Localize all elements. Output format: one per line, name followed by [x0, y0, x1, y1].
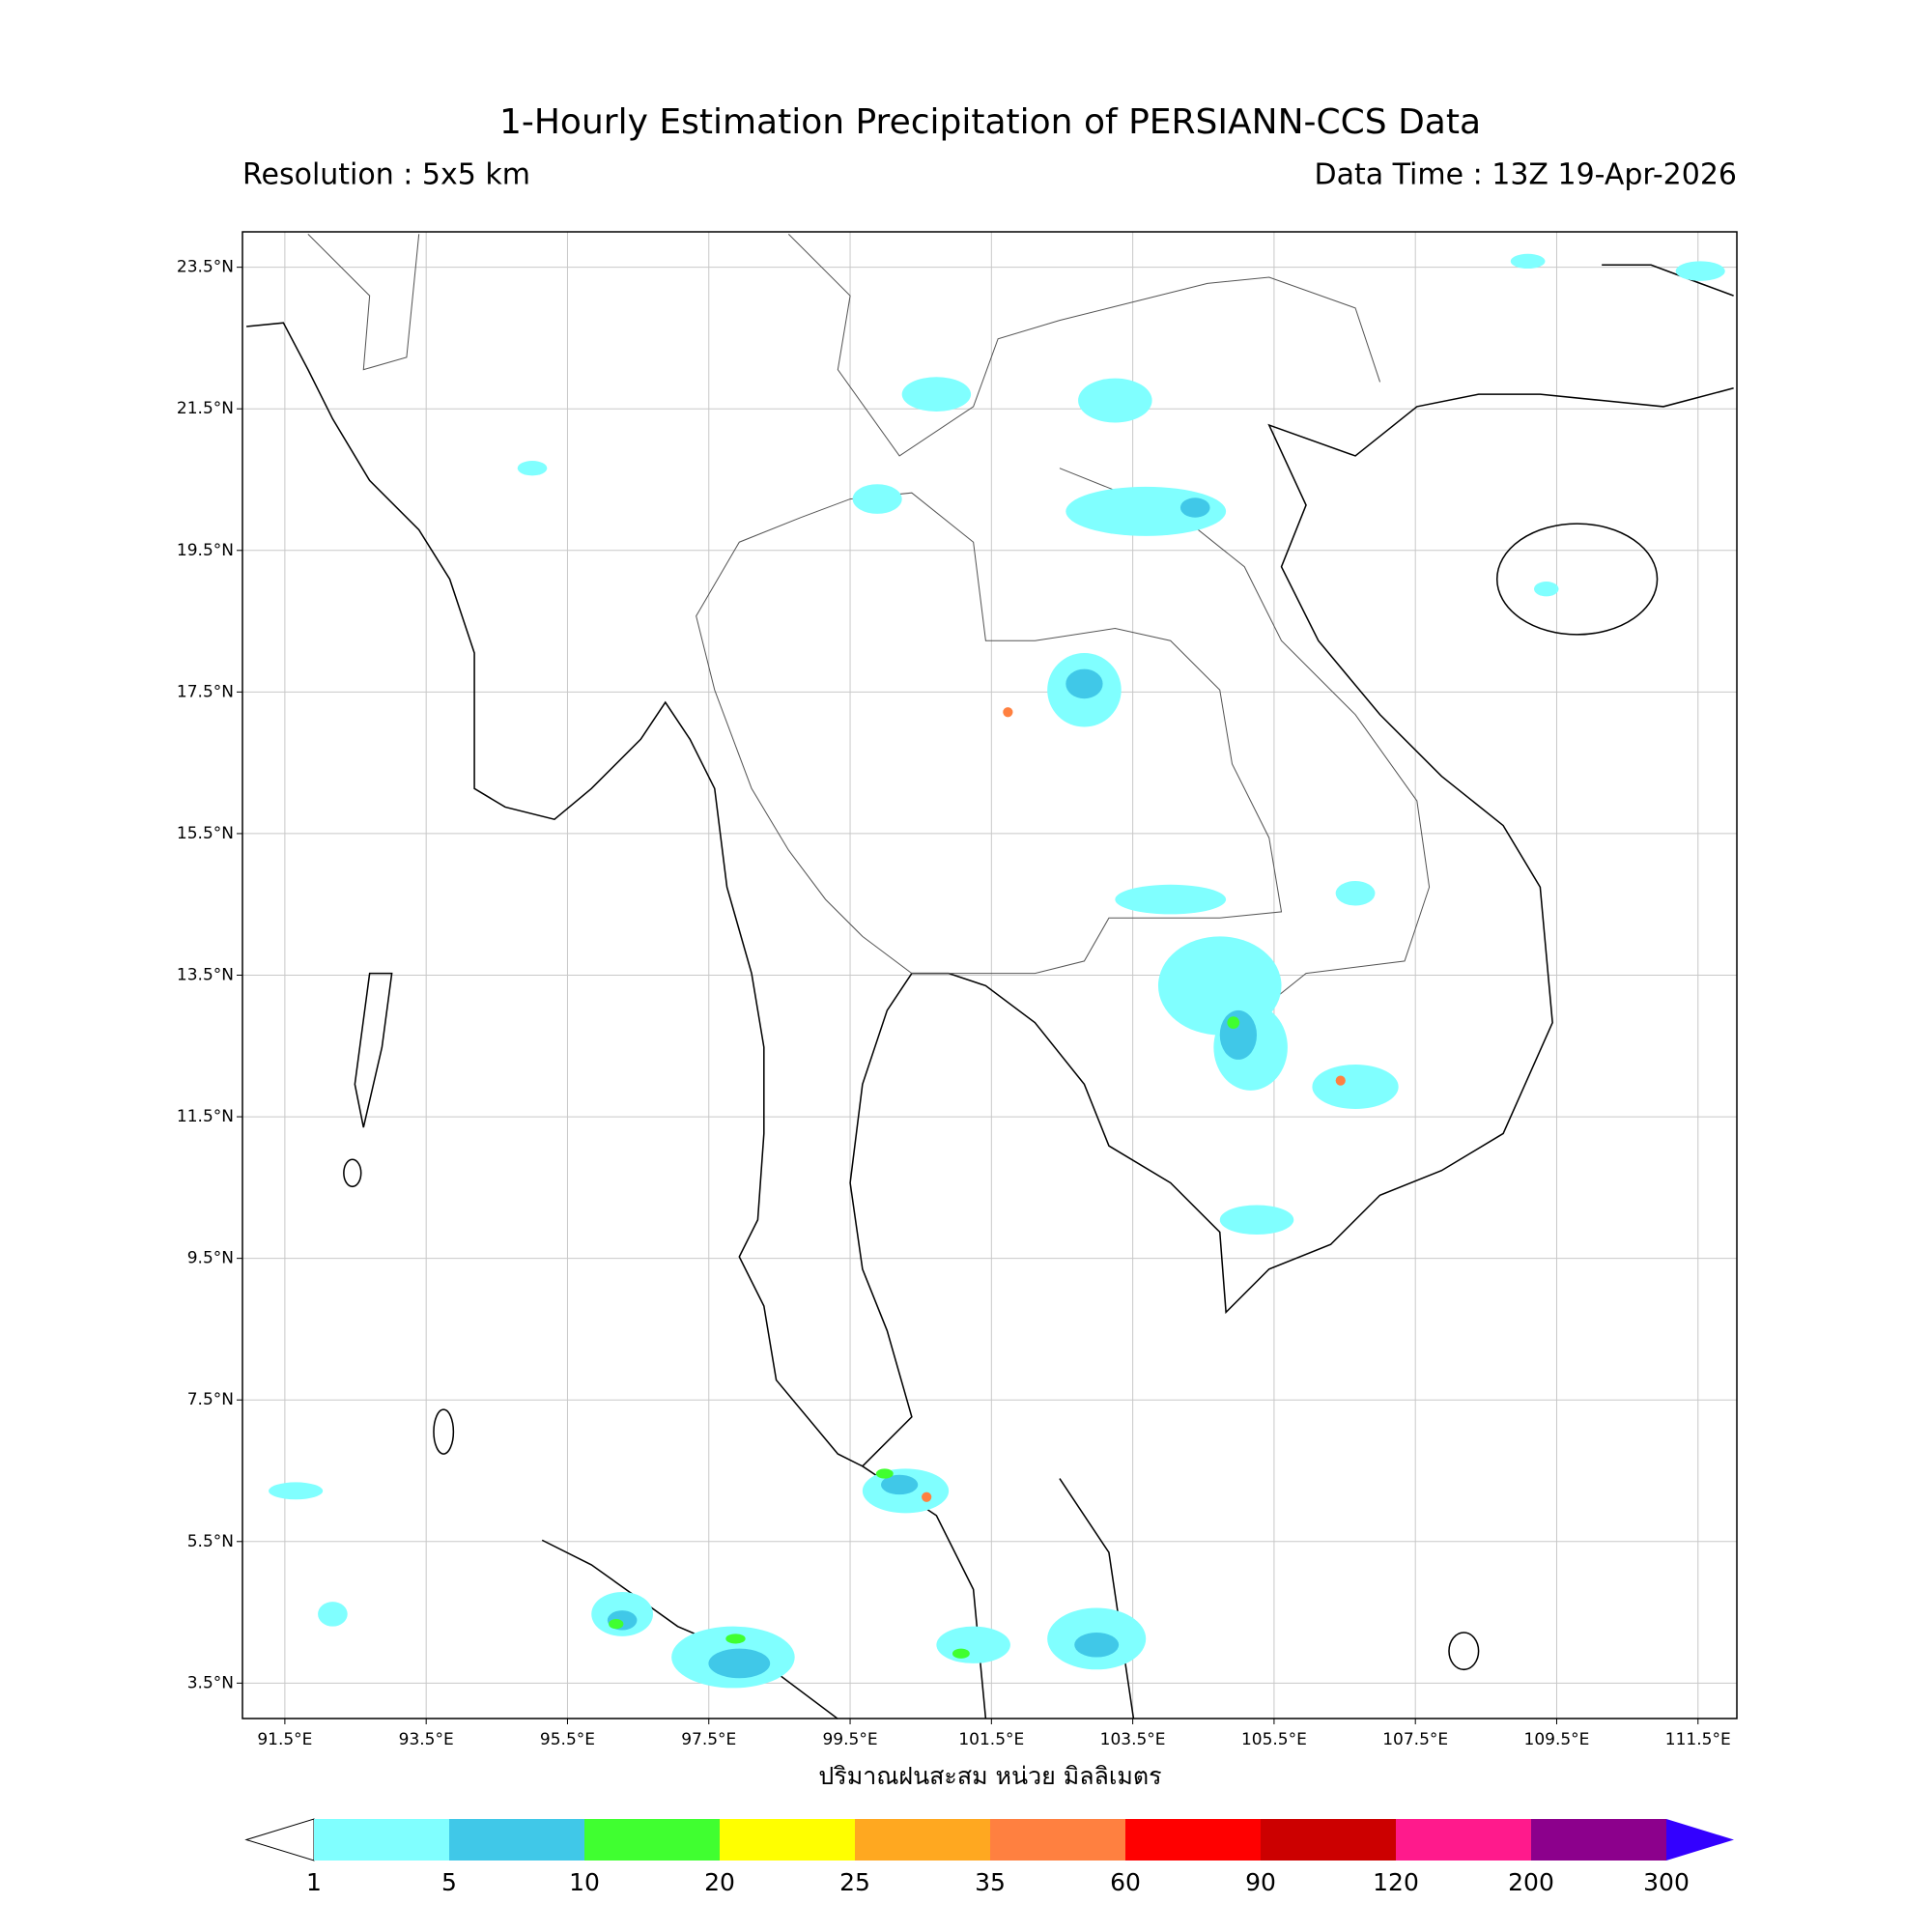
x-tick-label: 95.5°E	[540, 1730, 595, 1749]
colorbar-segment	[1261, 1819, 1396, 1861]
colorbar-segment	[1125, 1819, 1261, 1861]
colorbar-segment	[720, 1819, 855, 1861]
colorbar-segment	[314, 1819, 449, 1861]
y-tick-label: 7.5°N	[187, 1390, 234, 1409]
colorbar: 1 5 10 20 25 35 60 90 120 200 300	[244, 1818, 1734, 1896]
y-tick-label: 5.5°N	[187, 1532, 234, 1551]
x-tick-label: 101.5°E	[958, 1730, 1024, 1749]
colorbar-label: 120	[1373, 1868, 1419, 1896]
y-tick-label: 11.5°N	[177, 1107, 234, 1126]
x-tick-label: 111.5°E	[1665, 1730, 1731, 1749]
colorbar-segment	[990, 1819, 1125, 1861]
colorbar-label: 300	[1643, 1868, 1690, 1896]
x-tick-label: 103.5°E	[1100, 1730, 1166, 1749]
colorbar-segment	[584, 1819, 720, 1861]
colorbar-label: 35	[975, 1868, 1006, 1896]
y-tick-label: 9.5°N	[187, 1249, 234, 1268]
grid	[242, 232, 1737, 1719]
rain-field	[269, 253, 1725, 1689]
colorbar-over	[1666, 1819, 1734, 1861]
y-tick-label: 17.5°N	[177, 682, 234, 701]
colorbar-label: 20	[704, 1868, 735, 1896]
colorbar-label: 200	[1508, 1868, 1554, 1896]
colorbar-label: 90	[1245, 1868, 1276, 1896]
resolution: Resolution : 5x5 km	[242, 158, 530, 192]
colorbar-label: 1	[306, 1868, 322, 1896]
borders	[307, 233, 1431, 1085]
colorbar-label: 60	[1110, 1868, 1141, 1896]
colorbar-label: 10	[569, 1868, 600, 1896]
colorbar-segment	[1531, 1819, 1666, 1861]
y-tick-label: 21.5°N	[177, 399, 234, 418]
title: 1-Hourly Estimation Precipitation of PER…	[499, 102, 1481, 142]
colorbar-segment	[449, 1819, 584, 1861]
y-tick-label: 19.5°N	[177, 541, 234, 560]
colorbar-segment	[1396, 1819, 1531, 1861]
colorbar-label: 5	[441, 1868, 457, 1896]
colorbar-segment	[855, 1819, 990, 1861]
x-tick-label: 109.5°E	[1524, 1730, 1590, 1749]
data-time: Data Time : 13Z 19-Apr-2026	[1314, 158, 1737, 192]
x-tick-label: 93.5°E	[399, 1730, 454, 1749]
y-tick-label: 13.5°N	[177, 966, 234, 985]
x-label: ปริมาณฝนสะสม หน่วย มิลลิเมตร	[818, 1762, 1161, 1790]
x-tick-label: 97.5°E	[681, 1730, 736, 1749]
y-tick-label: 3.5°N	[187, 1673, 234, 1692]
colorbar-label: 25	[839, 1868, 870, 1896]
y-tick-label: 23.5°N	[177, 258, 234, 277]
x-tick-label: 105.5°E	[1241, 1730, 1307, 1749]
coastlines	[246, 264, 1734, 1719]
x-tick-label: 107.5°E	[1382, 1730, 1448, 1749]
x-tick-label: 91.5°E	[257, 1730, 312, 1749]
x-tick-label: 99.5°E	[822, 1730, 877, 1749]
y-tick-label: 15.5°N	[177, 824, 234, 843]
